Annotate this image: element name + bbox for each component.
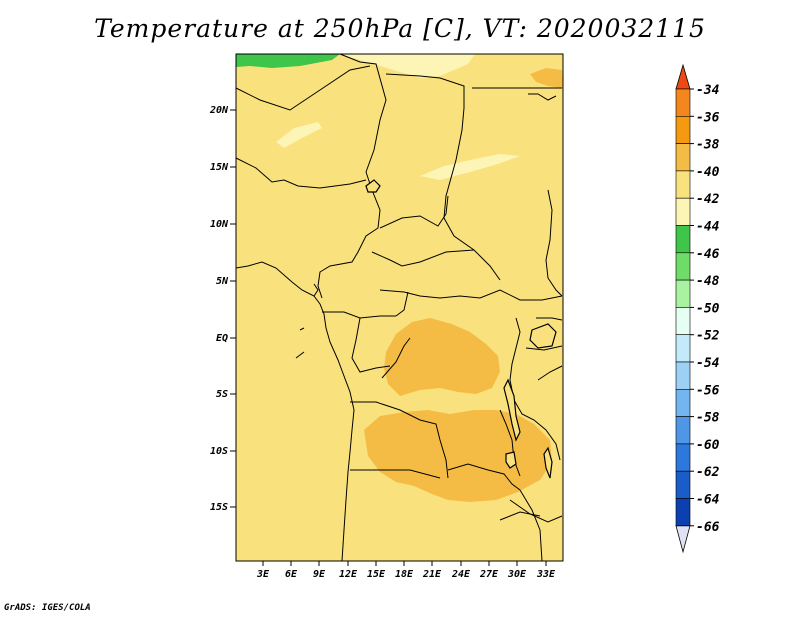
- colorbar-segment: [675, 307, 691, 335]
- colorbar-bottom-arrow: [675, 525, 691, 554]
- lon-label: 18E: [395, 569, 414, 580]
- lat-label: 10S: [210, 446, 228, 457]
- colorbar-segment: [675, 443, 691, 472]
- colorbar-segment: [675, 225, 691, 254]
- lon-label: 6E: [285, 569, 298, 580]
- colorbar-segment: [675, 388, 691, 417]
- lakes: [365, 179, 557, 479]
- cool-region-northeast: [420, 154, 520, 180]
- lon-label: 24E: [451, 569, 471, 580]
- colorbar-segment: [675, 361, 691, 390]
- colorbar-label: -46: [696, 247, 720, 262]
- colorbar-label: -56: [696, 383, 720, 398]
- colorbar-label: -64: [696, 493, 720, 508]
- cool-region-northwest: [276, 122, 322, 148]
- lake-victoria: [529, 323, 557, 349]
- lat-label: 10N: [210, 219, 229, 230]
- colorbar-segment: [675, 498, 691, 527]
- lon-label: 21E: [422, 569, 442, 580]
- colorbar: -34 -36 -38 -40 -42 -44 -46 -48 -50 -52 -54 -56 -58 -…: [675, 63, 720, 554]
- colorbar-label: -62: [696, 465, 720, 480]
- colorbar-label: -36: [696, 110, 720, 125]
- lake-malawi: [543, 446, 553, 479]
- lat-label: EQ: [216, 333, 228, 344]
- lake-tanganyika: [503, 378, 521, 442]
- lat-label: 20N: [209, 105, 229, 116]
- colorbar-label: -38: [696, 138, 720, 153]
- lat-label: 5N: [216, 276, 229, 287]
- colorbar-segment: [675, 279, 691, 308]
- lon-label: 33E: [536, 569, 556, 580]
- colorbar-segment: [675, 197, 691, 226]
- lon-label: 3E: [256, 569, 270, 580]
- lon-label: 9E: [313, 569, 326, 580]
- lat-label: 15N: [210, 162, 229, 173]
- lat-label: 15S: [210, 502, 228, 513]
- colorbar-label: -40: [696, 165, 720, 180]
- colorbar-label: -58: [696, 411, 720, 426]
- colorbar-label: -34: [696, 83, 720, 98]
- lake-chad: [365, 179, 381, 193]
- lat-label: 5S: [216, 389, 228, 400]
- colorbar-segment: [675, 88, 691, 117]
- map-frame: [235, 53, 564, 562]
- cool-regions: [276, 54, 520, 180]
- grads-credit: GrADS: IGES/COLA: [4, 603, 91, 613]
- country-borders: [235, 53, 563, 562]
- colorbar-label: -60: [696, 438, 720, 453]
- colorbar-segment: [675, 116, 691, 144]
- lon-label: 27E: [479, 569, 499, 580]
- colorbar-segment: [675, 143, 691, 172]
- colorbar-segment: [675, 252, 691, 281]
- colorbar-segment: [675, 334, 691, 363]
- lon-label: 15E: [367, 569, 386, 580]
- warm-region-central: [384, 318, 500, 396]
- lon-label: 30E: [507, 569, 527, 580]
- colorbar-top-arrow: [675, 63, 691, 90]
- chart-title: Temperature at 250hPa [C], VT: 202003211…: [94, 14, 706, 43]
- colorbar-label: -54: [696, 356, 720, 371]
- colorbar-segment: [675, 416, 691, 445]
- colorbar-label: -52: [696, 329, 720, 344]
- colorbar-label: -44: [696, 220, 720, 235]
- cool-region-north: [340, 54, 475, 78]
- warm-regions: [364, 68, 563, 502]
- latitude-axis: 20N 15N 10N 5N EQ 5S 10S 15S: [209, 105, 236, 513]
- colorbar-segment: [675, 170, 691, 199]
- longitude-axis: 3E 6E 9E 12E 15E 18E 21E 24E 27E 30E 33E: [256, 561, 556, 580]
- green-region: [236, 54, 340, 68]
- colorbar-label: -42: [696, 192, 720, 207]
- lon-label: 12E: [339, 569, 358, 580]
- warm-region-south: [364, 410, 552, 502]
- colorbar-label: -50: [696, 301, 720, 316]
- lake-mweru: [505, 451, 517, 469]
- colorbar-label: -48: [696, 274, 720, 289]
- colorbar-segment: [675, 470, 691, 499]
- warm-region-top-right: [530, 68, 563, 88]
- colorbar-label: -66: [696, 520, 720, 535]
